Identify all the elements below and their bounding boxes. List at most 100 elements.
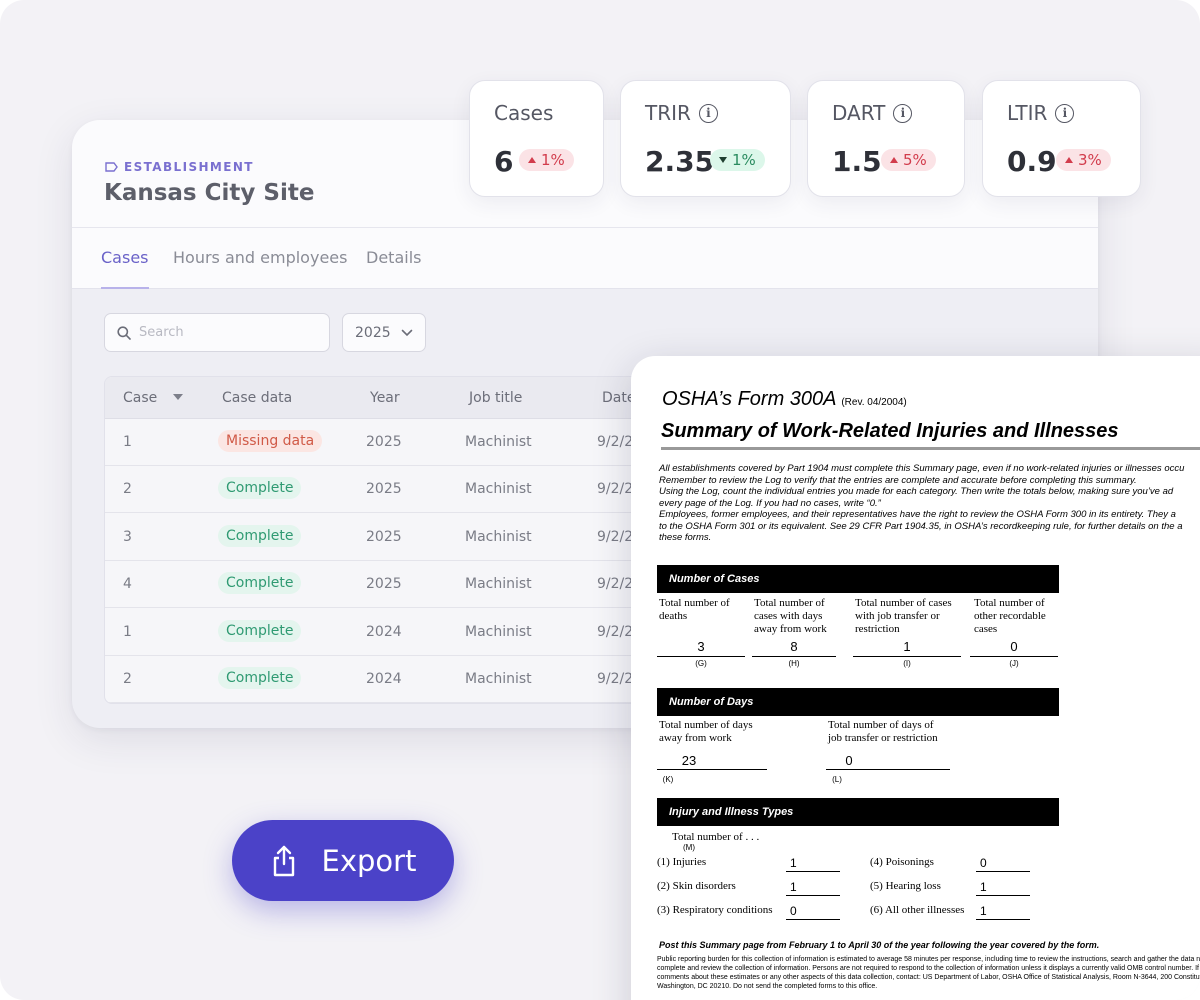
search-box[interactable] xyxy=(104,313,330,352)
cell-case: 3 xyxy=(123,528,132,545)
establishment-label: ESTABLISHMENT xyxy=(105,160,254,174)
export-label: Export xyxy=(321,843,417,878)
site-title: Kansas City Site xyxy=(104,180,315,206)
field-letter: (H) xyxy=(788,659,800,668)
tab-hours-and-employees[interactable]: Hours and employees xyxy=(173,248,348,267)
table-row[interactable]: 3 Complete 2025 Machinist 9/2/2 xyxy=(105,514,1083,561)
status-badge: Complete xyxy=(218,572,302,595)
osha-form-document: OSHA’s Form 300A (Rev. 04/2004) Summary … xyxy=(631,356,1200,1000)
change-badge: 1% xyxy=(710,149,765,171)
table-row[interactable]: 1 Missing data 2025 Machinist 9/2/2 xyxy=(105,419,1083,466)
change-value: 3% xyxy=(1078,151,1102,169)
injury-type-label: (3) Respiratory conditions xyxy=(657,904,773,916)
fine-print-line: comments about these estimates or any ot… xyxy=(657,974,1200,981)
export-button[interactable]: Export xyxy=(232,820,454,901)
column-header-year[interactable]: Year xyxy=(370,390,400,406)
intro-line: every page of the Log. If you had no cas… xyxy=(659,497,881,509)
metric-value: 1.5 xyxy=(832,145,882,178)
tab-bar: Cases Hours and employees Details xyxy=(72,228,1098,289)
form-title: Summary of Work-Related Injuries and Ill… xyxy=(661,420,1119,442)
intro-line: to the OSHA Form 301 or its equivalent. … xyxy=(659,520,1183,532)
cell-case: 4 xyxy=(123,576,132,593)
metric-value: 2.35 xyxy=(645,145,715,178)
types-total-label: Total number of . . . xyxy=(672,831,760,843)
underline xyxy=(786,919,840,920)
cell-date: 9/2/2 xyxy=(597,623,634,640)
metric-card-ltir: LTIR i 0.9 3% xyxy=(982,80,1141,197)
column-header-job-title[interactable]: Job title xyxy=(469,390,523,406)
column-header-case-data[interactable]: Case data xyxy=(222,390,293,406)
tab-cases[interactable]: Cases xyxy=(101,248,149,289)
cell-year: 2024 xyxy=(366,623,402,640)
field-letter: (I) xyxy=(903,659,911,668)
injury-type-label: (1) Injuries xyxy=(657,856,707,868)
fine-print-line: Public reporting burden for this collect… xyxy=(657,956,1200,963)
column-header-case[interactable]: Case xyxy=(123,390,158,406)
trend-down-icon xyxy=(719,157,727,163)
cell-date: 9/2/2 xyxy=(597,481,634,498)
case-count-value: 1 xyxy=(903,639,911,654)
cases-section-header: Number of Cases xyxy=(657,565,1059,593)
underline xyxy=(970,656,1058,657)
underline xyxy=(752,656,836,657)
change-value: 1% xyxy=(541,151,565,169)
change-value: 1% xyxy=(732,151,756,169)
cell-year: 2025 xyxy=(366,576,402,593)
injury-type-value: 1 xyxy=(980,880,987,894)
metric-label: TRIR i xyxy=(645,101,718,125)
info-icon[interactable]: i xyxy=(698,103,718,123)
day-count-value: 23 xyxy=(681,753,697,768)
intro-line: All establishments covered by Part 1904 … xyxy=(659,463,1185,474)
day-count-value: 0 xyxy=(845,753,853,768)
intro-line: these forms. xyxy=(659,532,712,543)
case-count-label: Total number of other recordable cases xyxy=(974,597,1046,635)
fine-print-line: Washington, DC 20210. Do not send the co… xyxy=(657,983,878,990)
cell-case: 1 xyxy=(123,434,132,450)
trend-up-icon xyxy=(528,157,536,163)
field-letter: (K) xyxy=(662,775,674,784)
metric-label-text: LTIR xyxy=(1007,101,1048,125)
sort-desc-icon[interactable] xyxy=(173,394,183,400)
cell-job-title: Machinist xyxy=(465,576,532,593)
metric-label-text: DART xyxy=(832,101,886,125)
intro-line: Employees, former employees, and their r… xyxy=(659,509,1176,520)
injury-type-label: (6) All other illnesses xyxy=(870,904,965,916)
tab-details[interactable]: Details xyxy=(366,248,422,267)
day-count-label: Total number of days away from work xyxy=(659,719,753,744)
cell-case: 1 xyxy=(123,623,132,640)
table-row[interactable]: 2 Complete 2024 Machinist 9/2/2 xyxy=(105,656,1083,703)
table-row[interactable]: 4 Complete 2025 Machinist 9/2/2 xyxy=(105,561,1083,609)
case-count-label: Total number of cases with job transfer … xyxy=(855,597,952,635)
injury-type-value: 1 xyxy=(790,856,797,870)
column-header-date[interactable]: Date xyxy=(602,390,636,406)
metric-label: Cases xyxy=(494,101,553,125)
day-count-label: Total number of days of job transfer or … xyxy=(828,719,938,744)
change-badge: 1% xyxy=(519,149,574,171)
establishment-label-text: ESTABLISHMENT xyxy=(124,160,254,174)
metric-value: 6 xyxy=(494,145,514,178)
field-letter: (G) xyxy=(695,659,707,668)
metric-card-cases: Cases 6 1% xyxy=(469,80,604,197)
status-badge: Complete xyxy=(218,524,302,547)
info-icon[interactable]: i xyxy=(1055,103,1075,123)
search-input[interactable] xyxy=(139,325,319,340)
cell-date: 9/2/2 xyxy=(597,528,634,545)
search-icon xyxy=(117,325,131,340)
underline xyxy=(786,871,840,872)
cell-year: 2025 xyxy=(366,434,402,450)
underline xyxy=(657,656,745,657)
form-name: OSHA’s Form 300A (Rev. 04/2004) xyxy=(662,388,907,411)
field-letter: (J) xyxy=(1009,659,1019,668)
share-icon xyxy=(273,845,294,876)
form-revision: (Rev. 04/2004) xyxy=(841,397,907,408)
year-select[interactable]: 2025 xyxy=(342,313,426,352)
metric-card-dart: DART i 1.5 5% xyxy=(807,80,965,197)
injury-type-label: (5) Hearing loss xyxy=(870,880,941,892)
status-badge: Complete xyxy=(218,619,302,642)
info-icon[interactable]: i xyxy=(893,103,913,123)
case-count-value: 8 xyxy=(790,639,798,654)
table-row[interactable]: 1 Complete 2024 Machinist 9/2/2 xyxy=(105,609,1083,656)
table-row[interactable]: 2 Complete 2025 Machinist 9/2/2 xyxy=(105,466,1083,514)
injury-type-label: (4) Poisonings xyxy=(870,856,934,868)
